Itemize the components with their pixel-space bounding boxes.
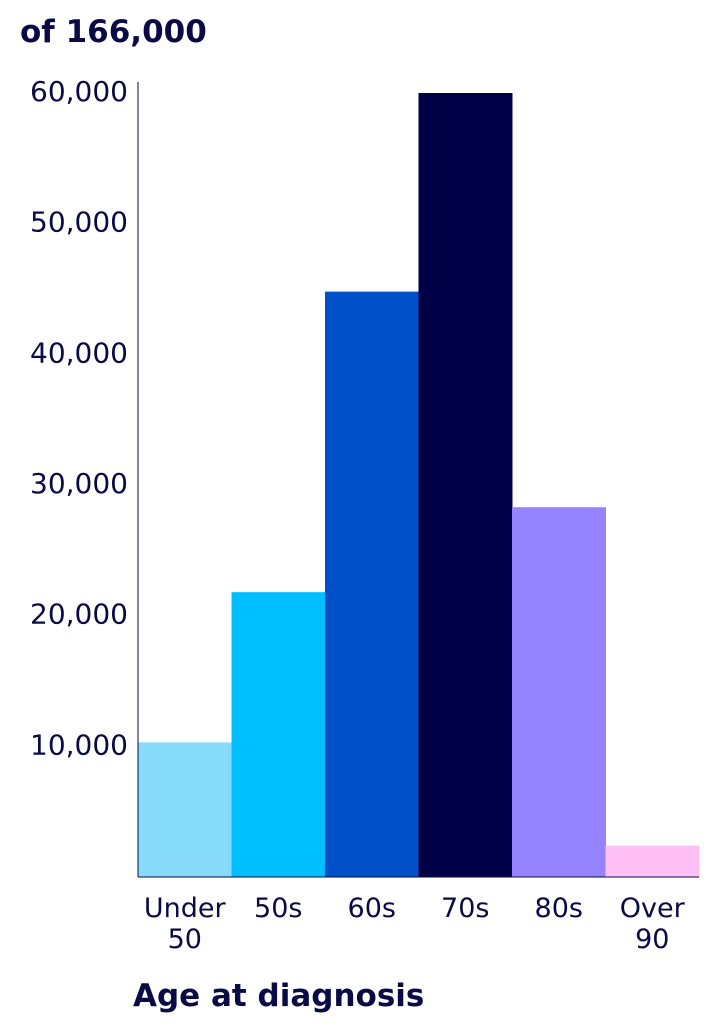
y-tick-label: 40,000: [30, 336, 128, 369]
bar: [325, 291, 419, 877]
x-tick-label: 70s: [441, 893, 490, 924]
y-tick-label: 50,000: [30, 206, 128, 239]
chart-title: of 166,000: [20, 14, 207, 50]
x-tick-label: 50s: [254, 893, 303, 924]
bar: [418, 93, 513, 877]
x-tick-label: 60s: [347, 893, 396, 924]
bar: [231, 592, 326, 877]
x-tick-label: Over 90: [619, 893, 685, 955]
y-tick-label: 30,000: [30, 467, 128, 500]
y-tick-label: 20,000: [30, 598, 128, 631]
bar: [138, 742, 232, 877]
bar: [605, 845, 700, 877]
y-tick-label: 60,000: [30, 75, 128, 108]
x-tick-label: 80s: [534, 893, 583, 924]
x-axis-label: Age at diagnosis: [133, 978, 425, 1014]
bar: [512, 507, 606, 877]
x-tick-label: Under 50: [143, 893, 226, 955]
y-tick-label: 10,000: [30, 728, 128, 761]
